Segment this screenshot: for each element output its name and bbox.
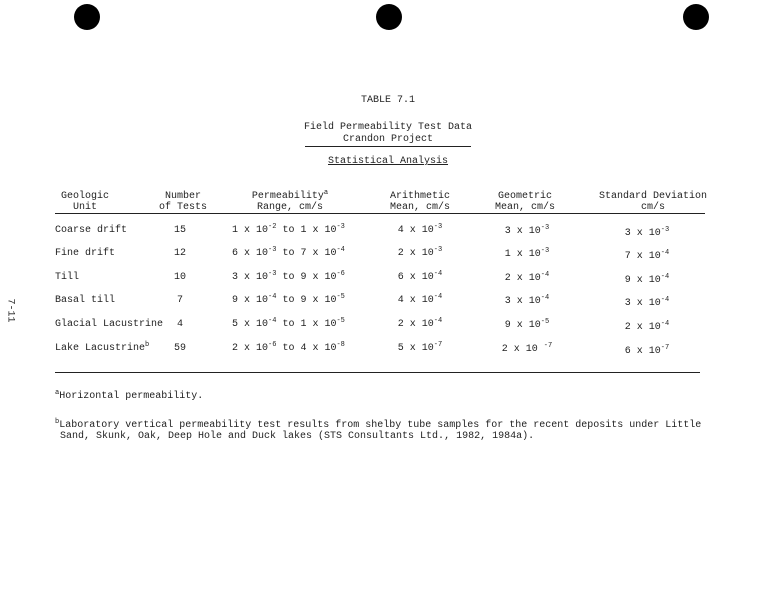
permeability-range: 5 x 10-4 to 1 x 10-5 [232, 317, 345, 331]
permeability-range: 6 x 10-3 to 7 x 10-4 [232, 246, 345, 260]
geologic-unit: Glacial Lacustrine [55, 319, 164, 330]
permeability-range: 3 x 10-3 to 9 x 10-6 [232, 270, 345, 284]
geologic-unit: Coarse drift [55, 225, 128, 236]
bottom-rule [55, 372, 700, 373]
standard-deviation: 6 x 10-7 [624, 344, 670, 358]
geometric-mean: 2 x 10-4 [504, 271, 550, 285]
column-header: Number of Tests [158, 191, 208, 213]
standard-deviation: 3 x 10-4 [624, 296, 670, 310]
arithmetic-mean: 4 x 10-3 [397, 223, 443, 237]
standard-deviation: 7 x 10-4 [624, 249, 670, 263]
subtitle: Statistical Analysis [327, 156, 449, 167]
number-of-tests: 10 [173, 272, 187, 283]
arithmetic-mean: 5 x 10-7 [397, 341, 443, 355]
column-header: Standard Deviation cm/s [598, 191, 708, 213]
footnote-text: Horizontal permeability. [59, 391, 204, 402]
geometric-mean: 2 x 10 -7 [501, 342, 553, 356]
footnote-b-line2: Sand, Skunk, Oak, Deep Hole and Duck lak… [60, 431, 535, 442]
header-rule [55, 213, 705, 214]
geometric-mean: 3 x 10-3 [504, 224, 550, 238]
footnote-mark: a [55, 389, 60, 397]
geologic-unit: Basal till [55, 295, 116, 306]
standard-deviation: 9 x 10-4 [624, 273, 670, 287]
permeability-range: 2 x 10-6 to 4 x 10-8 [232, 341, 345, 355]
arithmetic-mean: 2 x 10-3 [397, 246, 443, 260]
punch-hole [683, 4, 709, 30]
table-label: TABLE 7.1 [360, 95, 416, 106]
geologic-unit: Till [55, 272, 80, 283]
geologic-unit: Fine drift [55, 248, 116, 259]
geometric-mean: 3 x 10-4 [504, 294, 550, 308]
punch-hole [74, 4, 100, 30]
title-rule [305, 146, 471, 147]
arithmetic-mean: 2 x 10-4 [397, 317, 443, 331]
footnote-text: Laboratory vertical permeability test re… [59, 420, 702, 431]
number-of-tests: 59 [173, 343, 187, 354]
footnote-mark: b [55, 418, 60, 426]
arithmetic-mean: 6 x 10-4 [397, 270, 443, 284]
footnote-a: aHorizontal permeability. [55, 389, 204, 403]
permeability-range: 1 x 10-2 to 1 x 10-3 [232, 223, 345, 237]
geologic-unit: Lake Lacustrineb [55, 341, 150, 355]
number-of-tests: 12 [173, 248, 187, 259]
geometric-mean: 9 x 10-5 [504, 318, 550, 332]
standard-deviation: 3 x 10-3 [624, 226, 670, 240]
punch-hole [376, 4, 402, 30]
page-number: 7-11 [4, 298, 16, 323]
title-line2: Crandon Project [342, 134, 434, 145]
standard-deviation: 2 x 10-4 [624, 320, 670, 334]
number-of-tests: 7 [176, 295, 184, 306]
title-line1: Field Permeability Test Data [303, 122, 473, 133]
arithmetic-mean: 4 x 10-4 [397, 293, 443, 307]
column-header: Permeabilitya Range, cm/s [251, 189, 329, 214]
column-header: Geometric Mean, cm/s [494, 191, 556, 213]
number-of-tests: 15 [173, 225, 187, 236]
column-header: Arithmetic Mean, cm/s [389, 191, 451, 213]
footnote-b: bLaboratory vertical permeability test r… [55, 418, 702, 432]
number-of-tests: 4 [176, 319, 184, 330]
permeability-range: 9 x 10-4 to 9 x 10-5 [232, 293, 345, 307]
geometric-mean: 1 x 10-3 [504, 247, 550, 261]
column-header: Geologic Unit [60, 191, 110, 213]
